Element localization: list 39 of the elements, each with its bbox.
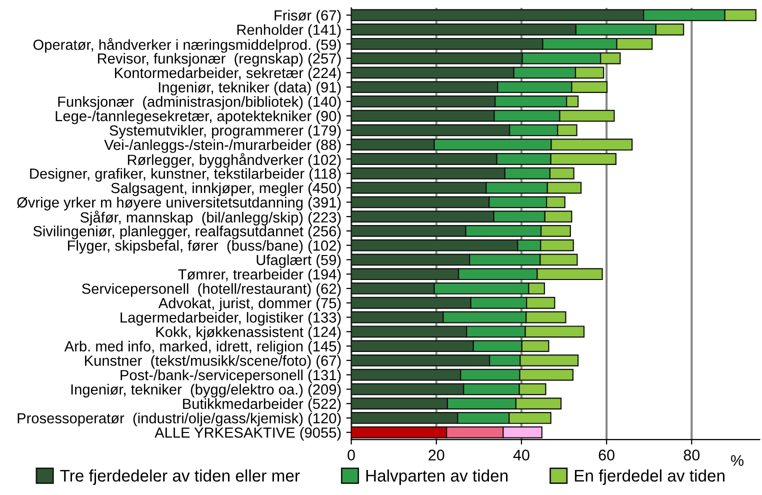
x-tick-label: 60 [598,450,614,461]
y-tick-label: Prosessoperatør (industri/olje/gass/kjemisk) (120) [18,412,341,426]
y-tick-label: Øvrige yrker m høyere universitetsutdanning (391) [17,196,341,210]
y-tick-label: Post-/bank-/servicepersonell (131) [120,370,341,384]
y-tick-label: Salgsagent, innkjøper, megler (450) [111,182,341,196]
y-tick-label: Sivilingeniør, planlegger, realfagsutdannet (256) [33,226,341,240]
y-tick-label: Lagermedarbeider, logistiker (133) [120,312,341,326]
y-tick-label: Systemutvikler, programmerer (179) [110,124,341,139]
y-tick-label: Advokat, jurist, dommer (75) [158,298,341,312]
y-tick-label: Flyger, skipsbefal, fører (buss/bane) (102) [68,240,341,254]
legend-label: Halvparten av tiden [366,469,508,485]
y-tick-label: Tømrer, trearbeider (194) [178,268,341,282]
y-tick-label: Kontormedarbeider, sekretær (224) [115,67,341,81]
y-tick-label: Ingeniør, tekniker (bygg/elektro oa.) (209) [71,384,341,398]
y-tick-label: Arb. med info, marked, idrett, religion (145) [64,340,341,354]
y-tick-label: Frisør (67) [274,10,341,24]
y-tick-label: Butikkmedarbeider (522) [183,398,341,412]
y-tick-label: Rørlegger, bygghåndverker (102) [128,153,341,168]
x-tick-label: 0 [348,450,355,461]
x-tick-label: 80 [684,450,700,461]
y-tick-label: Designer, grafiker, kunstner, tekstilarbeider (118) [30,168,341,182]
legend-label: En fjerdedel av tiden [574,469,724,485]
y-tick-label: Sjåfør, mannskap (bil/anlegg/skip) (223) [80,210,341,226]
y-tick-label: Kokk, kjøkkenassistent (124) [156,326,341,340]
y-tick-label: Funksjonær (administrasjon/bibliotek) (140) [58,96,341,110]
y-tick-label: Lege-/tannlegesekretær, apotektekniker (90) [56,110,341,124]
y-tick-label: Kunstner (tekst/musikk/scene/foto) (67) [85,355,341,369]
y-tick-label: Renholder (141) [237,24,341,38]
y-tick-label: Servicepersonell (hotell/restaurant) (62) [82,283,341,297]
y-tick-label: Ingeniør, tekniker (data) (91) [158,82,341,96]
y-tick-label: Vei-/anleggs-/stein-/murarbeider (88) [104,139,341,153]
y-tick-label: Operatør, håndverker i næringsmiddelprod. (59) [33,38,341,53]
x-axis-title: % [731,455,744,466]
y-tick-label: Revisor, funksjonær (regnskap) (257) [98,52,341,67]
y-tick-label: ALLE YRKESAKTIVE (9055) [154,427,341,441]
x-tick-label: 40 [513,450,530,461]
legend-label: Tre fjerdedeler av tiden eller mer [60,469,300,485]
y-tick-label: Ufaglært (59) [256,254,341,268]
x-tick-label: 20 [428,450,444,461]
